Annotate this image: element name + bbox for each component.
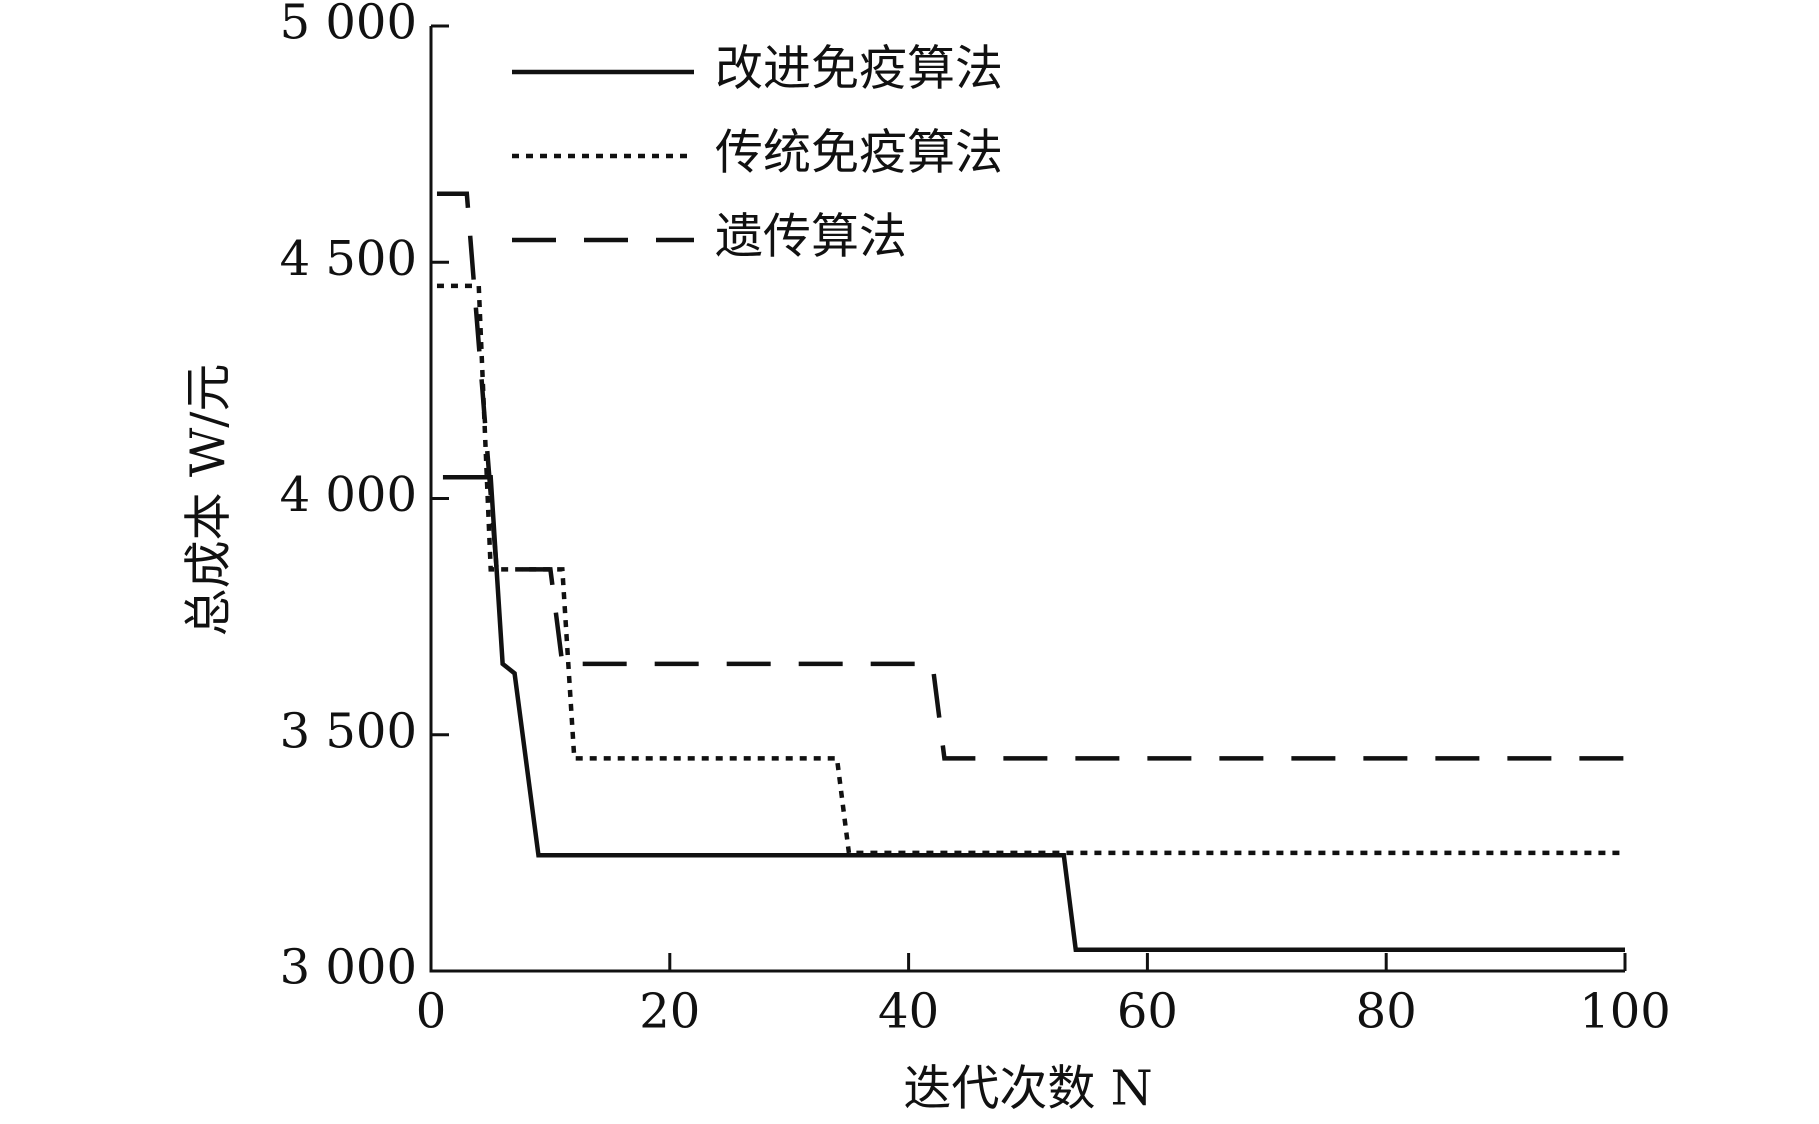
x-tick-label: 100 (1579, 984, 1671, 1040)
y-tick-label: 4 500 (280, 231, 417, 287)
legend-label: 改进免疫算法 (715, 41, 1003, 97)
y-axis-label: 总成本 W/元 (181, 364, 237, 637)
y-tick-label: 5 000 (280, 0, 417, 51)
series-line (436, 283, 1625, 856)
y-tick-label: 3 500 (280, 703, 417, 759)
x-tick-label: 20 (639, 984, 700, 1040)
x-tick-label: 80 (1356, 984, 1417, 1040)
x-axis-label: 迭代次数 N (903, 1061, 1152, 1117)
x-tick-label: 0 (416, 984, 447, 1040)
x-tick-label: 60 (1117, 984, 1178, 1040)
y-tick-label: 4 000 (280, 467, 417, 523)
axis-line (429, 26, 1625, 973)
series-line (436, 191, 1625, 761)
legend-label: 遗传算法 (715, 209, 907, 265)
series-line (442, 474, 1625, 952)
legend-label: 传统免疫算法 (715, 125, 1003, 181)
y-tick-label: 3 000 (280, 940, 417, 996)
x-tick-label: 40 (878, 984, 939, 1040)
